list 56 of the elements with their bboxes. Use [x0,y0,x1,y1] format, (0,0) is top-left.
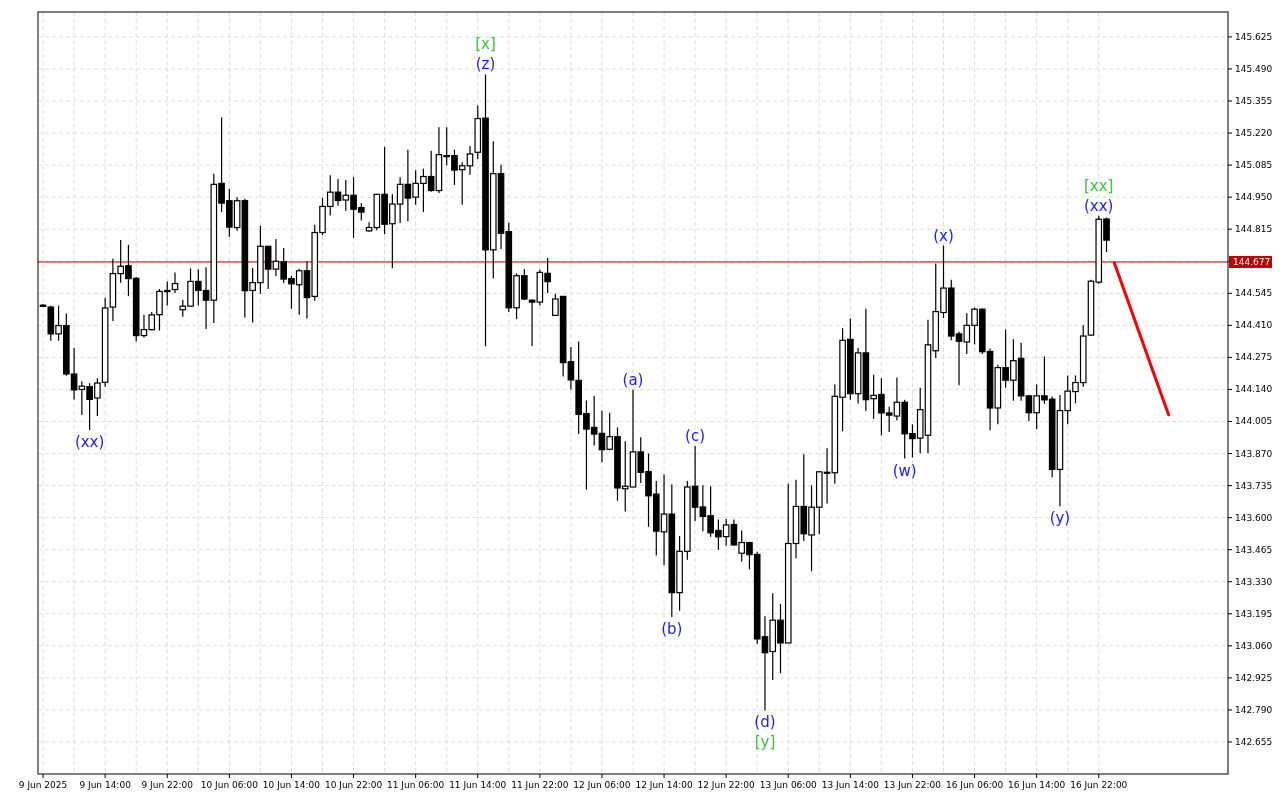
y-tick-label: 143.330 [1235,576,1273,587]
y-tick-label: 145.355 [1235,96,1273,107]
x-tick-label: 12 Jun 22:00 [697,780,755,790]
x-tick-label: 9 Jun 22:00 [141,780,194,790]
x-tick-label: 11 Jun 22:00 [511,780,569,790]
x-tick-label: 9 Jun 2025 [18,780,68,790]
x-tick-label: 10 Jun 14:00 [262,780,321,790]
ref-line-label: 144.677 [1233,256,1271,267]
annotation: (x) [933,226,954,245]
y-tick-label: 145.085 [1235,160,1273,171]
y-tick-label: 144.275 [1235,352,1273,363]
y-tick-label: 143.870 [1235,448,1273,459]
y-tick-label: 144.950 [1235,192,1273,203]
candlestick [171,271,179,294]
x-tick-label: 16 Jun 06:00 [945,780,1004,790]
annotation: (b) [661,620,683,639]
x-tick-label: 12 Jun 06:00 [573,780,631,790]
y-tick-label: 144.410 [1235,320,1273,331]
x-tick-label: 13 Jun 06:00 [759,780,818,790]
x-tick-label: 13 Jun 22:00 [883,780,942,790]
y-tick-label: 145.625 [1235,31,1273,42]
x-tick-label: 10 Jun 06:00 [200,780,259,790]
y-tick-label: 143.195 [1235,608,1273,619]
annotation: (d) [754,713,776,732]
y-tick-label: 143.600 [1235,512,1273,523]
y-tick-label: 144.545 [1235,288,1273,299]
y-tick-label: 143.465 [1235,544,1273,555]
x-tick-label: 9 Jun 14:00 [79,780,132,790]
annotation: (a) [622,370,644,389]
annotation: (xx) [74,433,105,452]
line-series [1112,261,1171,417]
x-tick-label: 12 Jun 14:00 [635,780,693,790]
annotation: (xx) [1084,196,1114,215]
y-tick-label: 144.005 [1235,416,1273,427]
annotation: (z) [475,55,496,74]
annotation: (c) [685,426,706,445]
y-tick-label: 143.735 [1235,480,1273,491]
y-tick-label: 145.490 [1235,63,1273,74]
y-tick-label: 144.140 [1235,384,1273,395]
x-tick-label: 11 Jun 14:00 [449,780,507,790]
x-tick-label: 11 Jun 06:00 [387,780,445,790]
y-tick-label: 144.815 [1235,224,1273,235]
y-tick-label: 143.060 [1235,640,1273,651]
y-tick-label: 145.220 [1235,128,1273,139]
annotation: (w) [892,461,917,480]
y-tick-label: 142.790 [1235,704,1273,715]
x-tick-label: 16 Jun 22:00 [1070,780,1128,790]
x-tick-label: 10 Jun 22:00 [324,780,383,790]
annotation: [x] [475,35,496,54]
y-tick-label: 142.925 [1235,672,1273,683]
x-tick-label: 16 Jun 14:00 [1008,780,1066,790]
annotation: [xx] [1084,176,1114,195]
y-tick-label: 142.655 [1235,736,1273,747]
x-tick-label: 13 Jun 14:00 [821,780,880,790]
annotation: (y) [1049,509,1071,528]
annotation: [y] [754,733,776,752]
